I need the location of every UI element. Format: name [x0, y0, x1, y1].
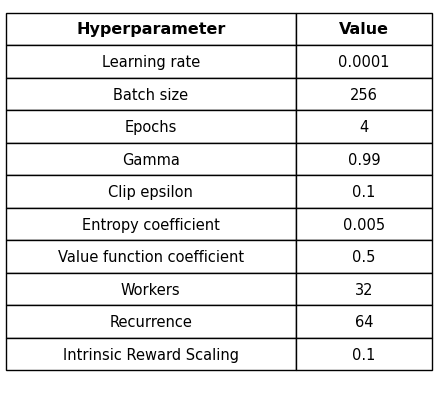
Text: 0.1: 0.1: [352, 185, 376, 199]
Bar: [296, 338, 432, 370]
Bar: [296, 78, 432, 111]
Text: Clip epsilon: Clip epsilon: [108, 185, 193, 199]
Text: 0.005: 0.005: [343, 217, 385, 232]
Text: Gamma: Gamma: [122, 152, 180, 167]
Bar: [6, 338, 296, 370]
Text: 256: 256: [350, 87, 378, 102]
Bar: [296, 209, 432, 241]
Text: 0.5: 0.5: [352, 249, 376, 264]
Text: 0.99: 0.99: [348, 152, 380, 167]
Text: Value: Value: [339, 22, 389, 38]
Bar: [296, 273, 432, 306]
Bar: [6, 241, 296, 273]
Bar: [6, 273, 296, 306]
Text: Batch size: Batch size: [113, 87, 188, 102]
Text: 0.0001: 0.0001: [338, 55, 390, 70]
Bar: [6, 176, 296, 209]
Text: 64: 64: [355, 314, 373, 330]
Bar: [6, 111, 296, 143]
Bar: [296, 46, 432, 78]
Bar: [6, 306, 296, 338]
Bar: [6, 14, 296, 46]
Bar: [6, 46, 296, 78]
Bar: [296, 143, 432, 176]
Bar: [296, 111, 432, 143]
Bar: [6, 209, 296, 241]
Bar: [296, 306, 432, 338]
Bar: [6, 143, 296, 176]
Text: Learning rate: Learning rate: [102, 55, 200, 70]
Text: Hyperparameter: Hyperparameter: [76, 22, 226, 38]
Bar: [296, 14, 432, 46]
Text: 4: 4: [360, 120, 369, 135]
Text: 32: 32: [355, 282, 373, 297]
Text: Intrinsic Reward Scaling: Intrinsic Reward Scaling: [63, 347, 239, 362]
Bar: [296, 241, 432, 273]
Text: Recurrence: Recurrence: [110, 314, 192, 330]
Text: Value function coefficient: Value function coefficient: [58, 249, 244, 264]
Text: Workers: Workers: [121, 282, 180, 297]
Bar: [296, 176, 432, 209]
Bar: [6, 78, 296, 111]
Text: 0.1: 0.1: [352, 347, 376, 362]
Text: Entropy coefficient: Entropy coefficient: [82, 217, 220, 232]
Text: Epochs: Epochs: [124, 120, 177, 135]
